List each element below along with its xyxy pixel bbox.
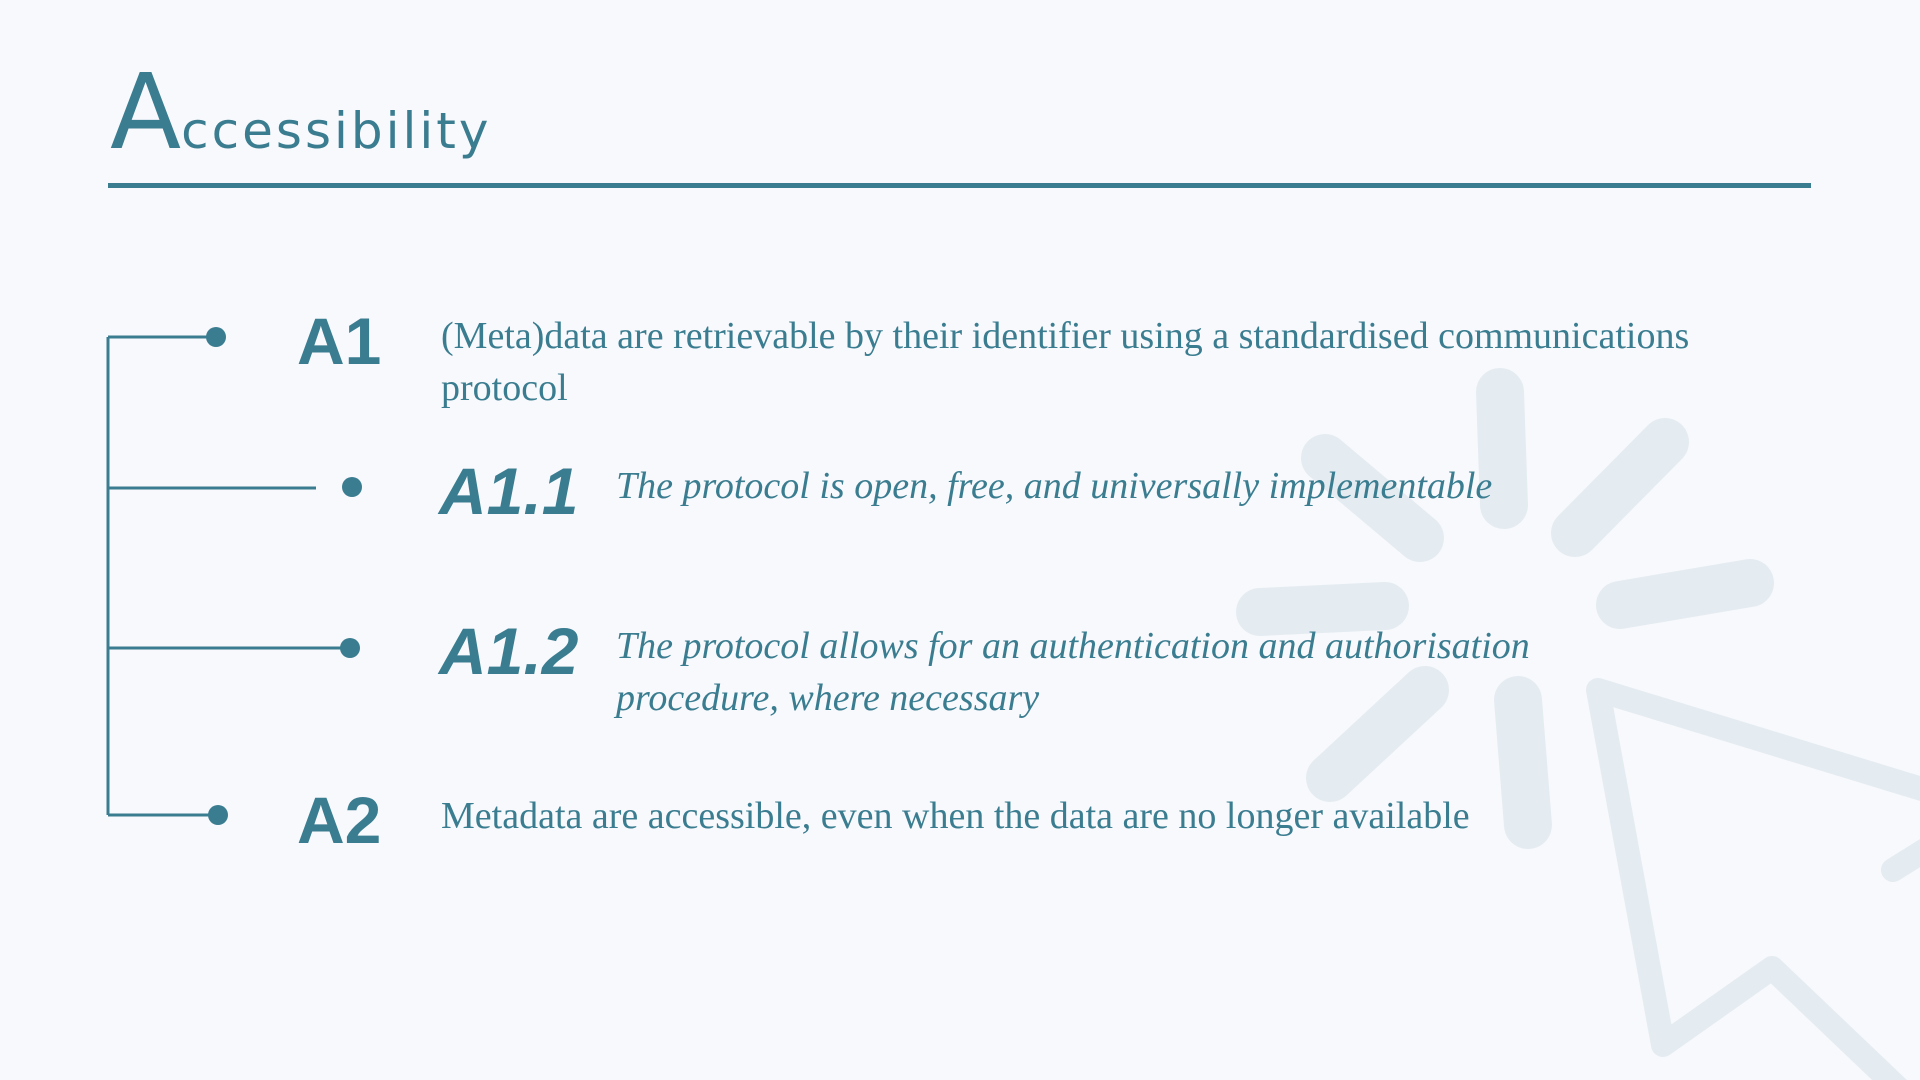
page-title-rest: ccessibility — [181, 102, 492, 160]
item-text-a1: (Meta)data are retrievable by their iden… — [441, 315, 1690, 409]
item-text-a2: Metadata are accessible, even when the d… — [441, 795, 1470, 837]
bullet-dot-a1-1 — [342, 477, 362, 497]
item-text-a1-2: The protocol allows for an authenticatio… — [616, 625, 1530, 719]
page-title: Accessibility — [110, 60, 492, 164]
page-title-initial: A — [110, 51, 182, 173]
item-code-a1: A1 — [297, 304, 382, 378]
bullet-dot-a2 — [208, 805, 228, 825]
title-divider — [108, 183, 1811, 188]
item-code-a1-1: A1.1 — [439, 454, 579, 528]
item-code-a1-2: A1.2 — [439, 614, 579, 688]
item-text-a1-1: The protocol is open, free, and universa… — [616, 465, 1493, 507]
item-code-a2: A2 — [297, 783, 382, 857]
bullet-dot-a1 — [206, 327, 226, 347]
bullet-dot-a1-2 — [340, 638, 360, 658]
